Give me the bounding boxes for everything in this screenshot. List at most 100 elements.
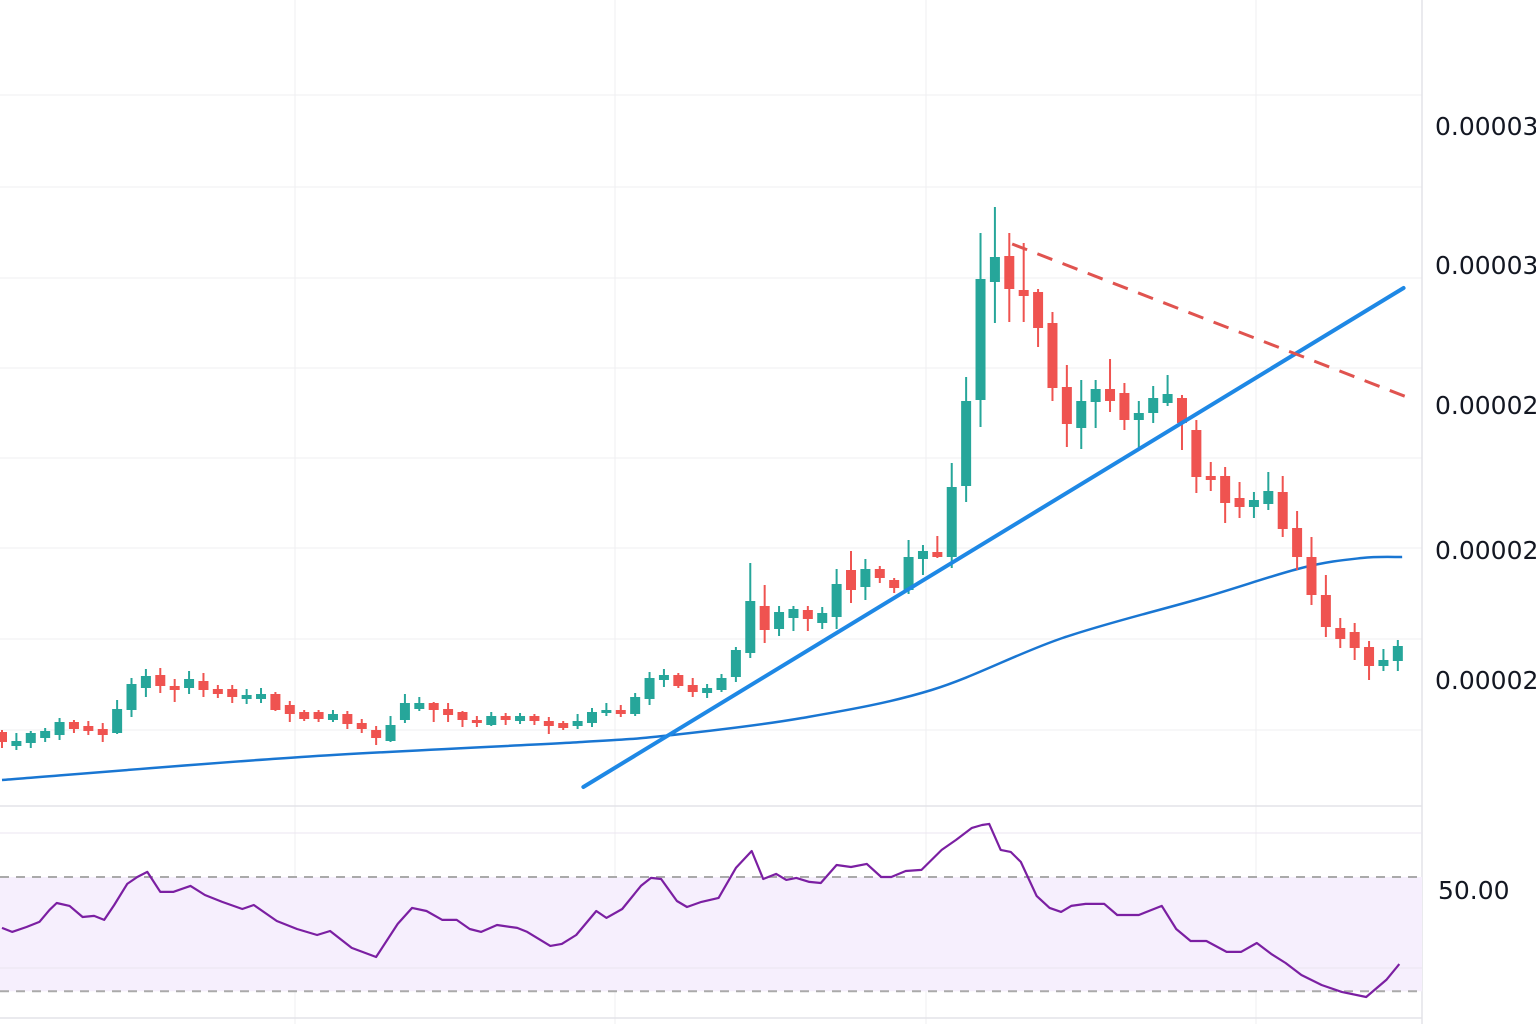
- candle-body: [241, 695, 252, 699]
- candle-bearish: [1018, 243, 1029, 322]
- candle-body: [644, 678, 655, 699]
- candle-bearish: [457, 711, 468, 727]
- candle-bullish: [716, 674, 727, 692]
- support-trendline[interactable]: [581, 286, 1406, 789]
- candle-bullish: [515, 713, 526, 724]
- candle-body: [155, 675, 166, 686]
- candle-body: [313, 712, 324, 719]
- candle-bearish: [198, 673, 209, 697]
- candle-bearish: [932, 536, 943, 558]
- candle-bullish: [486, 712, 497, 726]
- candle-body: [1047, 323, 1058, 388]
- candle-bullish: [601, 703, 612, 716]
- candle-body: [745, 601, 756, 653]
- candle-body: [630, 697, 641, 714]
- candle-body: [759, 606, 770, 630]
- candle-body: [889, 580, 900, 588]
- candle-bearish: [0, 730, 7, 748]
- candle-bearish: [1292, 511, 1303, 570]
- candle-bearish: [1191, 420, 1202, 493]
- candle-body: [1191, 430, 1202, 477]
- candle-bullish: [385, 716, 396, 742]
- candle-body: [443, 709, 454, 715]
- candle-body: [846, 570, 857, 590]
- moving-average-line: [1, 555, 1403, 782]
- candle-bullish: [860, 559, 871, 600]
- candle-body: [1033, 292, 1044, 328]
- candle-bullish: [788, 606, 799, 631]
- candle-body: [399, 703, 410, 720]
- candle-body: [40, 731, 51, 738]
- candle-body: [1148, 398, 1159, 413]
- candle-bullish: [1133, 401, 1144, 449]
- candle-body: [1306, 557, 1317, 595]
- candle-bearish: [1364, 641, 1375, 680]
- candle-bullish: [817, 607, 828, 629]
- candle-body: [212, 689, 223, 694]
- price-axis-label: 0.00002: [1435, 536, 1536, 565]
- candle-bullish: [630, 693, 641, 716]
- candle-body: [1162, 394, 1173, 403]
- candle-bullish: [774, 606, 785, 636]
- candle-body: [270, 694, 281, 710]
- candle-bearish: [1349, 623, 1360, 660]
- candle-bearish: [1105, 359, 1116, 412]
- candle-bearish: [846, 551, 857, 603]
- trendlines[interactable]: [581, 242, 1410, 789]
- candle-body: [83, 726, 94, 731]
- candle-body: [342, 714, 353, 724]
- candle-body: [572, 721, 583, 726]
- candle-bearish: [169, 679, 180, 702]
- rsi-line: [1, 822, 1401, 999]
- candle-body: [1176, 398, 1187, 423]
- candle-body: [529, 716, 540, 721]
- candle-bullish: [241, 689, 252, 704]
- candle-bearish: [155, 668, 166, 693]
- candle-body: [1364, 647, 1375, 666]
- candle-bullish: [1263, 472, 1274, 510]
- candle-body: [932, 552, 943, 557]
- candle-bullish: [975, 233, 986, 427]
- candle-bearish: [83, 721, 94, 735]
- candle-bullish: [1392, 640, 1403, 671]
- candle-body: [702, 688, 713, 693]
- candle-bullish: [1162, 375, 1173, 406]
- candle-bearish: [615, 705, 626, 717]
- candle-bullish: [730, 647, 741, 682]
- price-axis[interactable]: 0.00003 0.00003 0.00002 0.00002 0.00002: [1435, 112, 1536, 695]
- candle-bullish: [1090, 380, 1101, 428]
- candle-bearish: [1004, 233, 1015, 322]
- candle-body: [788, 609, 799, 618]
- candle-bullish: [112, 700, 123, 734]
- candle-bearish: [802, 606, 813, 631]
- candle-bullish: [126, 678, 137, 717]
- candle-body: [730, 650, 741, 677]
- candle-body: [169, 686, 180, 690]
- candle-body: [1234, 498, 1245, 507]
- candle-body: [1076, 401, 1087, 428]
- candle-body: [112, 709, 123, 733]
- candle-body: [1090, 389, 1101, 402]
- candle-bullish: [644, 672, 655, 705]
- candle-bearish: [1277, 476, 1288, 537]
- candle-bullish: [11, 733, 22, 750]
- candle-bearish: [500, 713, 511, 725]
- candle-bearish: [1220, 467, 1231, 523]
- candle-body: [184, 679, 195, 688]
- candle-body: [716, 678, 727, 690]
- candle-bullish: [903, 540, 914, 594]
- candle-bullish: [40, 728, 51, 742]
- candle-body: [471, 720, 482, 723]
- candle-bullish: [917, 545, 928, 575]
- candle-body: [1119, 393, 1130, 420]
- candle-bearish: [529, 714, 540, 725]
- moving-average-layer: [1, 555, 1403, 782]
- resistance-trendline[interactable]: [1011, 242, 1410, 400]
- candle-bearish: [356, 719, 367, 733]
- price-axis-label: 0.00003: [1435, 112, 1536, 141]
- candle-body: [25, 733, 36, 743]
- candle-bearish: [1061, 365, 1072, 447]
- candle-body: [1335, 628, 1346, 639]
- candle-bearish: [227, 685, 238, 703]
